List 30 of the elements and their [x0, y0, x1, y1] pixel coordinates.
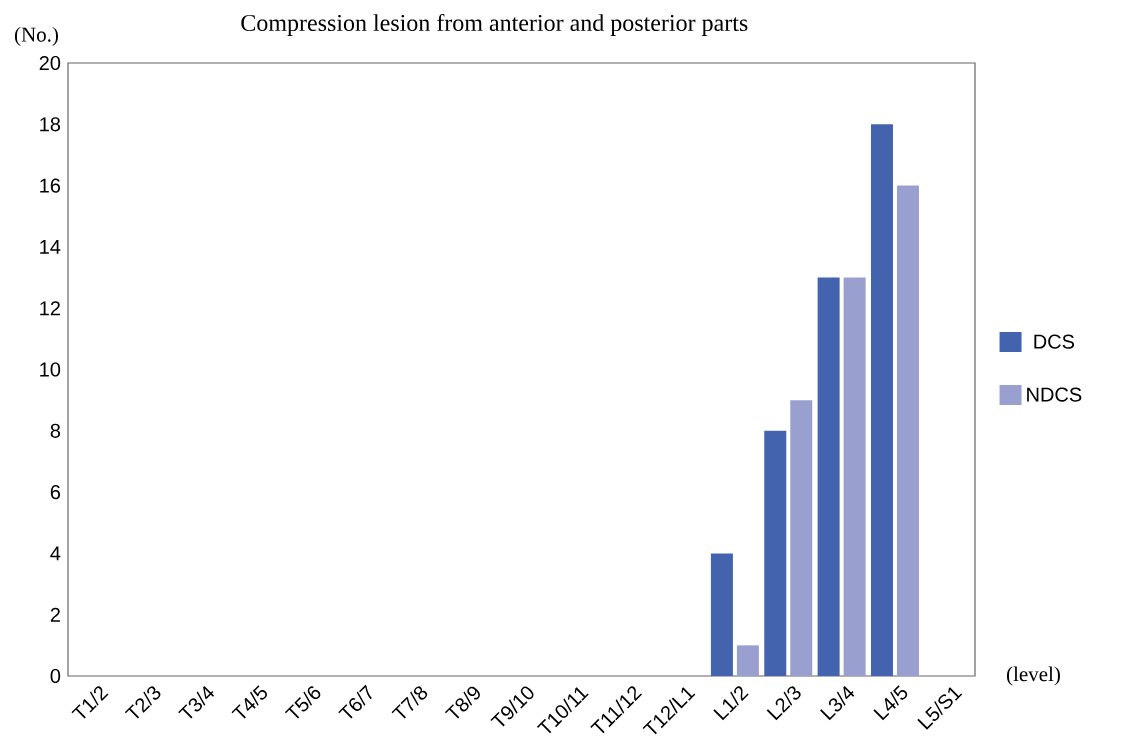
- y-tick-label: 10: [40, 362, 61, 377]
- y-tick-label: 16: [40, 178, 61, 193]
- bar: [843, 277, 866, 676]
- legend-label: NDCS: [1027, 387, 1082, 402]
- y-tick-label: 2: [50, 607, 60, 622]
- y-tick-label: 8: [50, 423, 61, 438]
- y-axis-title: (No.): [14, 26, 58, 46]
- legend-label: DCS: [1034, 334, 1075, 349]
- y-tick-label: 20: [39, 55, 61, 71]
- x-axis-title: (level): [1006, 666, 1060, 686]
- x-tick-label: T8/9: [444, 686, 480, 719]
- bar: [817, 277, 840, 676]
- bar: [736, 645, 759, 676]
- y-tick-label: 0: [50, 668, 61, 684]
- y-tick-label: 4: [50, 546, 61, 561]
- x-tick-label: T1/2: [71, 686, 109, 719]
- bar: [870, 124, 893, 676]
- y-tick-label: 14: [40, 240, 61, 254]
- bar: [790, 400, 813, 676]
- x-tick-label: T5/6: [284, 686, 321, 719]
- y-tick-label: 6: [50, 485, 61, 500]
- x-tick-label: T2/3: [124, 686, 161, 719]
- chart-title: Compression lesion from anterior and posterior parts: [241, 13, 748, 36]
- y-tick-label: 18: [40, 117, 61, 132]
- x-tick-label: T7/8: [391, 686, 428, 719]
- y-tick-label: 12: [40, 301, 60, 316]
- bar: [710, 553, 733, 676]
- bar: [764, 430, 787, 676]
- x-tick-label: T3/4: [178, 685, 215, 719]
- bar: [896, 185, 919, 676]
